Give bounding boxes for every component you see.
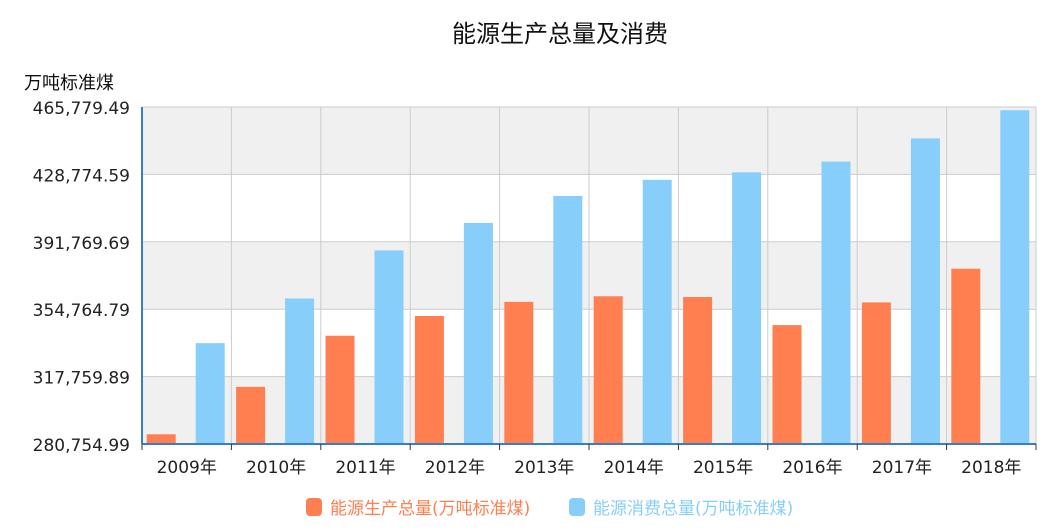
bar-production[interactable] bbox=[593, 296, 623, 444]
bar-consumption[interactable] bbox=[374, 250, 404, 444]
x-tick-label: 2018年 bbox=[961, 458, 1021, 478]
bar-consumption[interactable] bbox=[821, 161, 851, 444]
bar-consumption[interactable] bbox=[195, 343, 225, 444]
bar-production[interactable] bbox=[414, 315, 444, 444]
bar-production[interactable] bbox=[861, 302, 891, 444]
y-tick-label: 354,764.79 bbox=[33, 301, 130, 321]
x-tick-label: 2016年 bbox=[782, 458, 842, 478]
bar-consumption[interactable] bbox=[1000, 110, 1030, 445]
y-tick-label: 391,769.69 bbox=[33, 234, 130, 254]
x-tick-labels: 2009年 2010年 2011年 2012年 2013年 2014年 2015年 2016年… bbox=[157, 458, 1022, 478]
y-axis-label: 万吨标准煤 bbox=[24, 73, 114, 94]
bar-production[interactable] bbox=[325, 335, 355, 444]
bar-production[interactable] bbox=[236, 386, 266, 444]
bar-consumption[interactable] bbox=[463, 222, 493, 444]
x-tick-label: 2015年 bbox=[693, 458, 753, 478]
bar-production[interactable] bbox=[951, 268, 981, 444]
bar-consumption[interactable] bbox=[732, 172, 762, 444]
x-tick-label: 2012年 bbox=[425, 458, 485, 478]
axes bbox=[141, 107, 1037, 450]
bar-production[interactable] bbox=[772, 325, 802, 444]
bar-production[interactable] bbox=[146, 434, 176, 444]
y-tick-label: 428,774.59 bbox=[33, 166, 130, 186]
legend-item-consumption[interactable]: 能源消费总量(万吨标准煤) bbox=[569, 498, 793, 519]
x-tick-label: 2014年 bbox=[604, 458, 664, 478]
legend-item-production[interactable]: 能源生产总量(万吨标准煤) bbox=[306, 498, 530, 519]
x-tick-label: 2009年 bbox=[157, 458, 217, 478]
y-tick-labels: 280,754.99 317,759.89 354,764.79 391,769.69… bbox=[33, 99, 130, 456]
bar-production[interactable] bbox=[683, 296, 713, 444]
bar-consumption[interactable] bbox=[553, 196, 583, 444]
x-tick-label: 2011年 bbox=[335, 458, 395, 478]
x-tick-label: 2013年 bbox=[514, 458, 574, 478]
bars bbox=[146, 110, 1030, 445]
x-tick-label: 2010年 bbox=[246, 458, 306, 478]
chart-title: 能源生产总量及消费 bbox=[452, 20, 668, 48]
bar-consumption[interactable] bbox=[642, 179, 672, 444]
legend-swatch bbox=[569, 498, 585, 516]
y-tick-label: 317,759.89 bbox=[33, 369, 130, 389]
legend-swatch bbox=[306, 498, 322, 516]
legend-label: 能源生产总量(万吨标准煤) bbox=[330, 499, 530, 519]
bar-consumption[interactable] bbox=[285, 298, 315, 444]
legend-label: 能源消费总量(万吨标准煤) bbox=[593, 499, 793, 519]
bar-consumption[interactable] bbox=[910, 138, 940, 444]
bar-production[interactable] bbox=[504, 301, 534, 444]
legend[interactable]: 能源生产总量(万吨标准煤) 能源消费总量(万吨标准煤) bbox=[306, 498, 793, 519]
y-tick-label: 465,779.49 bbox=[33, 99, 130, 119]
y-tick-label: 280,754.99 bbox=[33, 436, 130, 456]
x-tick-label: 2017年 bbox=[872, 458, 932, 478]
